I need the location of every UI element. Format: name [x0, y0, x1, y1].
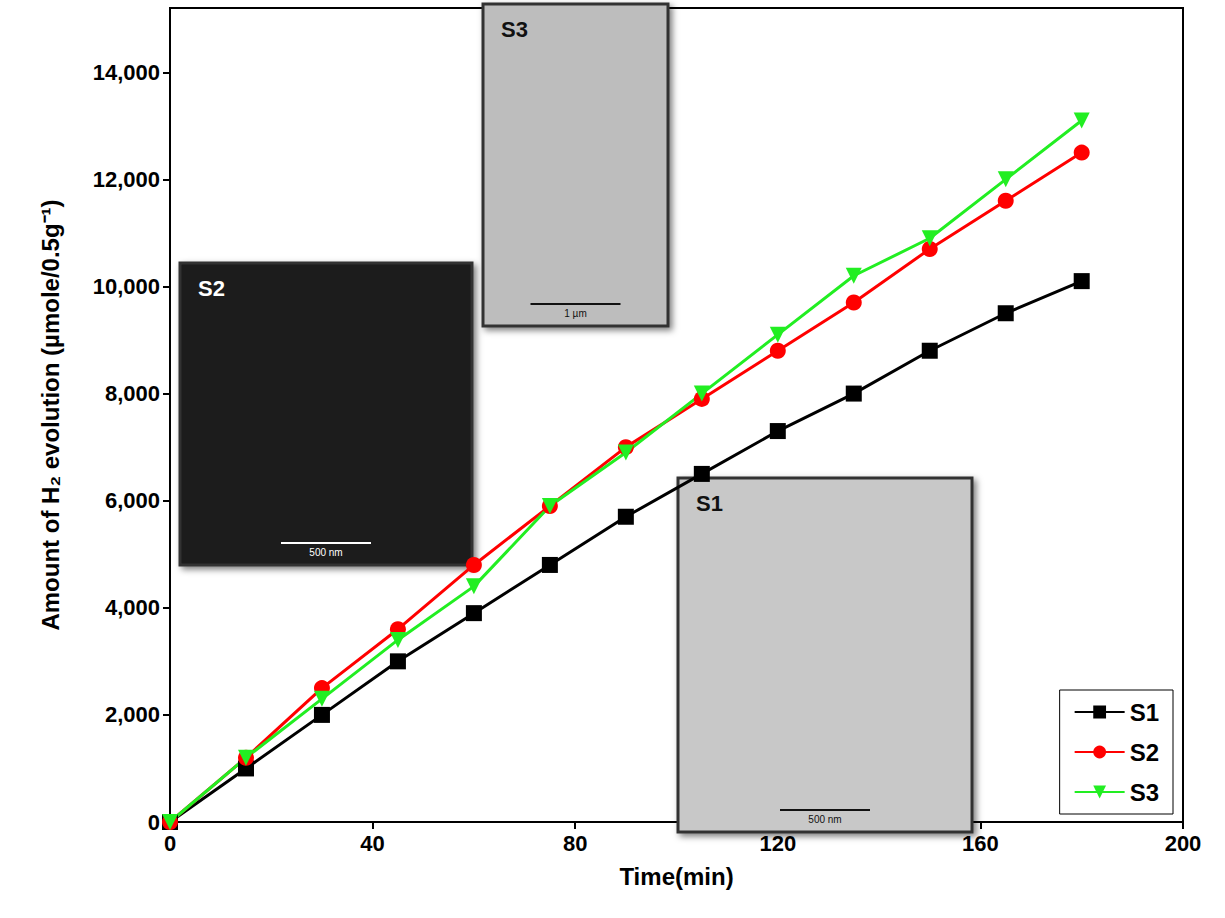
- svg-text:S2: S2: [1130, 739, 1159, 766]
- svg-text:S3: S3: [1130, 779, 1159, 806]
- svg-text:40: 40: [360, 831, 384, 856]
- svg-text:200: 200: [1165, 831, 1202, 856]
- svg-text:1 µm: 1 µm: [564, 308, 586, 319]
- svg-text:0: 0: [164, 831, 176, 856]
- svg-text:4,000: 4,000: [105, 595, 160, 620]
- svg-text:0: 0: [148, 810, 160, 835]
- svg-text:120: 120: [759, 831, 796, 856]
- svg-text:14,000: 14,000: [93, 60, 160, 85]
- svg-text:6,000: 6,000: [105, 488, 160, 513]
- svg-text:2,000: 2,000: [105, 702, 160, 727]
- svg-text:S3: S3: [501, 17, 528, 42]
- svg-text:8,000: 8,000: [105, 381, 160, 406]
- svg-text:Amount of H₂ evolution (µmole/: Amount of H₂ evolution (µmole/0.5g⁻¹): [37, 199, 64, 630]
- svg-text:12,000: 12,000: [93, 167, 160, 192]
- svg-text:S1: S1: [696, 491, 723, 516]
- svg-text:80: 80: [563, 831, 587, 856]
- svg-text:10,000: 10,000: [93, 274, 160, 299]
- svg-text:S2: S2: [198, 276, 225, 301]
- svg-text:S1: S1: [1130, 699, 1159, 726]
- svg-text:500 nm: 500 nm: [309, 547, 342, 558]
- svg-text:500 nm: 500 nm: [808, 814, 841, 825]
- svg-text:160: 160: [962, 831, 999, 856]
- svg-text:Time(min): Time(min): [619, 863, 733, 890]
